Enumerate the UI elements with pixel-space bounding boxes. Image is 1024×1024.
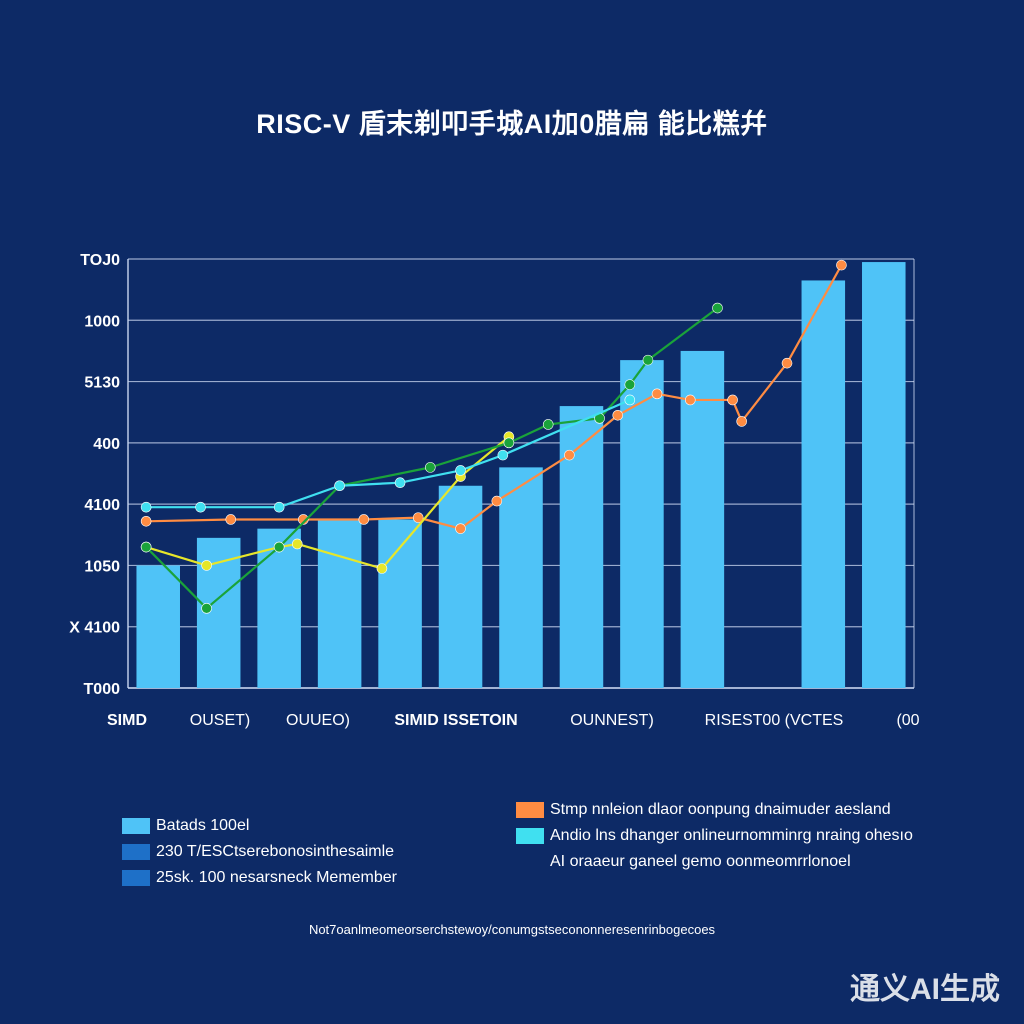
legend-right: Stmp nnleion dlaor oonpung dnaimuder aes…: [516, 797, 913, 875]
series-point-yellow: [291, 538, 303, 550]
legend-label: AI oraaeur ganeel gemo oonmeomrrlonoel: [550, 853, 851, 870]
series-point-green: [425, 462, 436, 473]
bar: [317, 519, 362, 688]
bar: [862, 262, 906, 688]
x-tick-label: OUNNEST): [570, 712, 654, 729]
bar: [499, 467, 543, 688]
series-point-orange: [612, 409, 624, 421]
bar: [257, 528, 301, 688]
y-tick-label: T000: [84, 681, 121, 698]
series-point-orange: [140, 516, 152, 527]
series-point-orange: [358, 514, 370, 525]
series-point-yellow: [376, 563, 388, 574]
series-point-orange: [836, 259, 847, 271]
series-point-orange: [684, 394, 696, 406]
series-line-orange: [146, 264, 843, 530]
series-point-green: [642, 354, 654, 366]
bar: [680, 350, 725, 688]
legend-entry: Andio lns dhanger onlineurnomminrg nrain…: [516, 823, 913, 849]
legend-left: Batads 100el 230 T/ESCtserebonosinthesaim…: [122, 813, 397, 891]
y-tick-label: X 4100: [69, 620, 120, 637]
y-tick-label: 1050: [84, 558, 120, 575]
y-tick-label: 400: [93, 436, 120, 453]
legend-entry: AI oraaeur ganeel gemo oonmeomrrlonoel: [516, 849, 913, 875]
watermark: 通义AI生成: [850, 973, 1000, 1006]
series-point-green: [273, 541, 285, 553]
x-tick-label: SIMD: [107, 712, 147, 729]
bar: [378, 519, 422, 688]
legend-label: 230 T/ESCtserebonosinthesaimle: [156, 843, 395, 860]
legend-swatch: [516, 828, 544, 844]
legend-entry: Stmp nnleion dlaor oonpung dnaimuder aes…: [516, 797, 913, 823]
series-point-green: [503, 437, 515, 449]
series-point-green: [140, 541, 152, 553]
legend-swatch: [122, 818, 150, 834]
series-point-orange: [412, 512, 424, 523]
legend-swatch: [122, 844, 150, 860]
legend-entry: Batads 100el: [122, 813, 397, 839]
series-point-green: [712, 302, 723, 314]
y-tick-label: 4100: [84, 497, 120, 514]
series-point-green: [542, 419, 554, 430]
x-tick-label: SIMID ISSETOIN: [394, 712, 517, 729]
y-tick-label: TOJ0: [80, 252, 120, 269]
series-point-cyan: [273, 501, 285, 513]
bar: [559, 406, 604, 688]
legend-label: Stmp nnleion dlaor oonpung dnaimuder aes…: [550, 801, 891, 818]
bar: [136, 565, 180, 688]
legend-swatch: [516, 802, 544, 818]
legend-entry: 25sk. 100 nesarsneck Memember: [122, 865, 397, 891]
series-point-orange: [455, 523, 466, 534]
series-point-yellow: [201, 560, 212, 571]
series-point-cyan: [394, 477, 406, 488]
x-tick-label: RISEST00 (VCTES: [705, 712, 844, 729]
bar: [438, 485, 483, 688]
bar: [196, 537, 241, 688]
series-point-green: [201, 603, 212, 614]
series-point-orange: [727, 394, 738, 406]
series-point-green: [624, 379, 636, 390]
series-point-cyan: [497, 449, 509, 461]
chart-title: RISC-V 盾末剃叩手城AI加0腊扁 能比糕幷: [256, 109, 768, 139]
bar: [801, 280, 846, 688]
series-point-cyan: [195, 501, 206, 513]
x-tick-label: OUUEO): [286, 712, 350, 729]
series-point-cyan: [455, 465, 466, 476]
y-tick-label: 5130: [84, 375, 120, 392]
legend-swatch: [516, 854, 544, 870]
x-tick-label: OUSET): [190, 712, 250, 729]
series-point-orange: [491, 495, 503, 507]
series-point-orange: [781, 357, 793, 369]
legend-entry: 230 T/ESCtserebonosinthesaimle: [122, 839, 397, 865]
series-point-orange: [225, 514, 237, 525]
series-point-orange: [298, 514, 309, 525]
series-point-cyan: [334, 480, 345, 492]
footnote: Not7oanlmeomeorserchstewoy/conumgstsecon…: [308, 922, 716, 937]
series-point-orange: [736, 416, 747, 427]
series-line-cyan: [146, 398, 631, 509]
series-point-cyan: [624, 394, 636, 406]
y-tick-label: 1000: [84, 313, 120, 330]
legend-swatch: [122, 870, 150, 886]
series-point-orange: [564, 449, 575, 461]
series-point-orange: [651, 388, 663, 400]
bar: [620, 360, 664, 688]
legend-label: Batads 100el: [156, 817, 250, 834]
x-tick-label: (00: [896, 712, 919, 729]
legend-label: Andio lns dhanger onlineurnomminrg nrain…: [550, 827, 913, 844]
series-point-cyan: [140, 501, 152, 513]
legend-label: 25sk. 100 nesarsneck Memember: [156, 869, 397, 886]
